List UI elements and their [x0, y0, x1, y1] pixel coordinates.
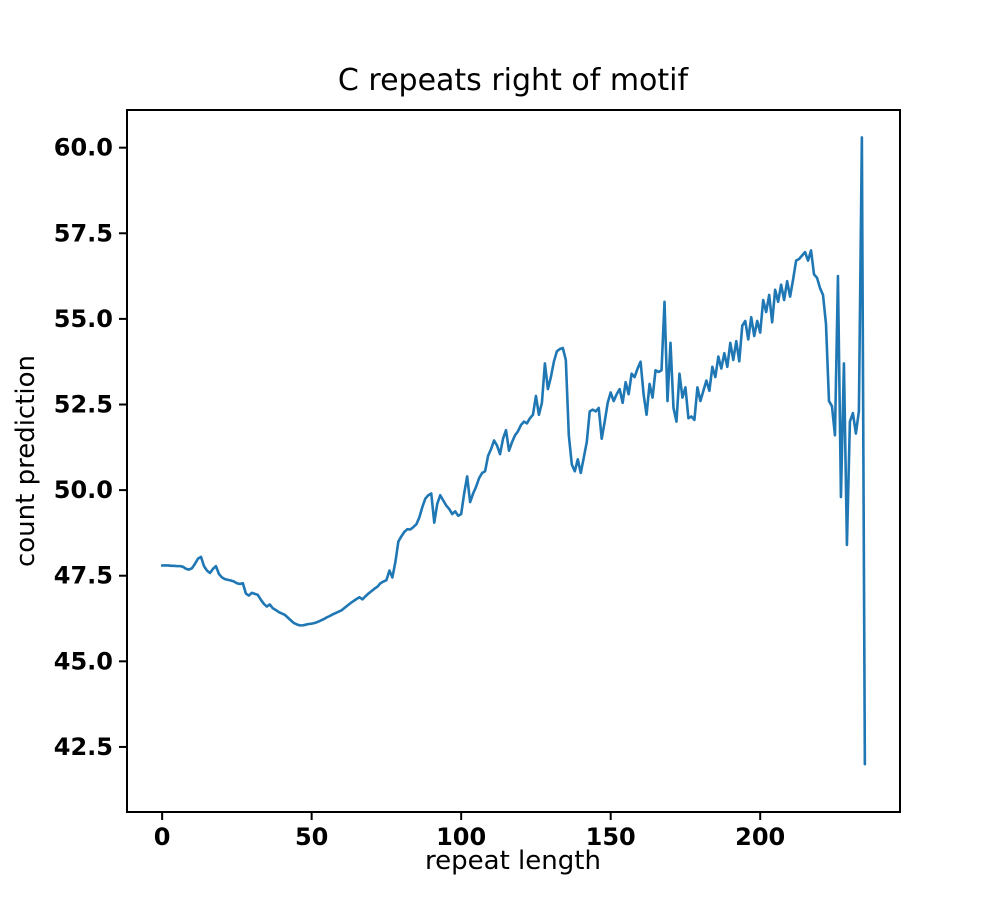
x-tick-label: 200 [735, 823, 785, 851]
y-tick-label: 47.5 [54, 562, 113, 590]
y-tick-label: 45.0 [54, 647, 113, 675]
tick-marks [119, 146, 762, 820]
data-series [160, 136, 867, 766]
y-tick-label: 57.5 [54, 219, 113, 247]
data-line [160, 136, 867, 766]
x-axis-label: repeat length [425, 846, 601, 876]
axes-spines [126, 109, 901, 813]
chart-title: C repeats right of motif [338, 63, 690, 98]
plot-area [127, 110, 900, 812]
y-tick-label: 55.0 [54, 305, 113, 333]
y-tick-label: 42.5 [54, 733, 113, 761]
y-tick-label: 60.0 [54, 134, 113, 162]
y-tick-label: 50.0 [54, 476, 113, 504]
tick-labels: 0 50 100 150 200 42.5 45.0 47.5 50.0 52.5 55.0 57.5… [54, 134, 785, 851]
x-tick-label: 150 [586, 823, 636, 851]
x-tick-label: 50 [295, 823, 328, 851]
y-axis-label: count prediction [11, 355, 41, 567]
x-tick-label: 100 [436, 823, 486, 851]
x-tick-label: 0 [154, 823, 171, 851]
y-tick-label: 52.5 [54, 390, 113, 418]
